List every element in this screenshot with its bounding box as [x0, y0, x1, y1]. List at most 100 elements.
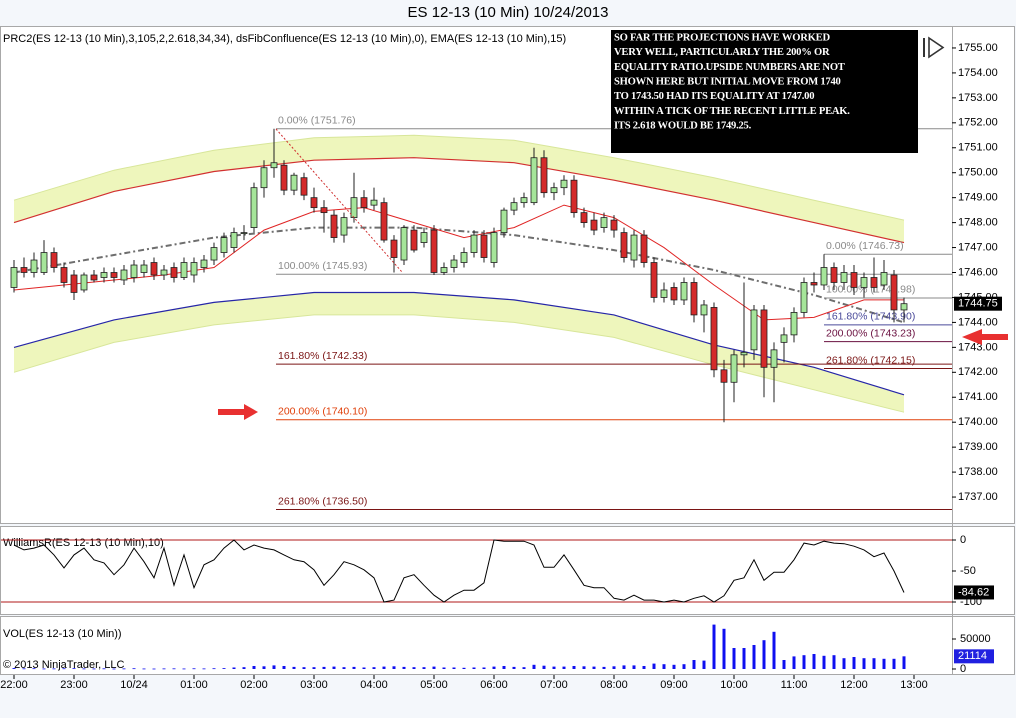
- volume-bar: [482, 667, 486, 669]
- volume-bar: [882, 658, 886, 669]
- candle-body: [400, 227, 408, 261]
- annotation-line: SHOWN HERE BUT INITIAL MOVE FROM 1740: [614, 77, 841, 88]
- x-tick-label: 04:00: [360, 679, 388, 691]
- volume-bar: [182, 668, 186, 670]
- volume-bar: [322, 666, 326, 669]
- candle-body: [740, 351, 748, 356]
- candle-body: [720, 369, 728, 383]
- volume-bar: [372, 667, 376, 669]
- volume-bar: [862, 658, 866, 669]
- candle-body: [250, 187, 258, 228]
- x-tick-label: 11:00: [781, 679, 808, 691]
- candle-body: [700, 304, 708, 316]
- volume-bar: [262, 666, 266, 669]
- volume-bar: [342, 667, 346, 669]
- volume-bar: [82, 668, 86, 670]
- candle-body: [110, 272, 118, 278]
- x-tick-label: 02:00: [240, 679, 268, 691]
- y-tick-label: 1747.00: [958, 241, 998, 253]
- candle-body: [750, 309, 758, 351]
- channel-center: [13, 226, 905, 324]
- candle-body: [890, 274, 898, 311]
- volume-bar: [532, 664, 536, 669]
- volume-bar: [192, 668, 196, 670]
- fib-label: 0.00% (1746.73): [826, 240, 904, 252]
- annotation-line: SO FAR THE PROJECTIONS HAVE WORKED: [614, 32, 830, 43]
- volume-bar: [12, 668, 16, 669]
- volume-bar: [252, 666, 256, 669]
- volume-bar: [62, 668, 66, 670]
- x-tick-label: 23:00: [60, 679, 88, 691]
- y-tick-label: -50: [960, 565, 976, 577]
- candle-body: [640, 234, 648, 263]
- volume-bar: [462, 667, 466, 669]
- candle-body: [590, 219, 598, 231]
- volume-bar: [562, 666, 566, 669]
- x-tick-label: 22:00: [0, 679, 28, 691]
- volume-bar: [542, 665, 546, 669]
- volume-bar: [822, 655, 826, 669]
- volume-bar: [742, 648, 746, 669]
- candle-body: [690, 282, 698, 316]
- candle-body: [550, 187, 558, 194]
- y-tick-label: 1749.00: [958, 192, 998, 204]
- volume-bar: [452, 667, 456, 669]
- candle-body: [220, 237, 228, 253]
- volume-bar: [522, 667, 526, 669]
- candle-body: [840, 272, 848, 283]
- candle-body: [140, 264, 148, 273]
- volume-bar: [52, 668, 56, 670]
- x-tick-label: 07:00: [540, 679, 568, 691]
- volume-bar: [302, 667, 306, 669]
- annotation-line: EQUALITY RATIO.UPSIDE NUMBERS ARE NOT: [614, 62, 845, 73]
- annotation-line: VERY WELL, PARTICULARLY THE 200% OR: [614, 47, 830, 58]
- volume-bar: [102, 668, 106, 670]
- candle-body: [120, 269, 128, 281]
- y-tick-label: 1741.00: [958, 391, 998, 403]
- volume-bar: [232, 667, 236, 669]
- candle-body: [660, 289, 668, 298]
- candle-body: [170, 267, 178, 278]
- fib-label: 161.80% (1743.90): [826, 311, 915, 323]
- y-tick-label: 1755.00: [958, 42, 998, 54]
- candle-body: [540, 157, 548, 194]
- volume-label: VOL(ES 12-13 (10 Min)): [3, 628, 122, 640]
- candle-body: [450, 259, 458, 268]
- candle-body: [760, 309, 768, 368]
- volume-bar: [242, 667, 246, 669]
- volume-bar: [672, 664, 676, 669]
- candle-body: [280, 164, 288, 191]
- volume-bar: [272, 665, 276, 669]
- price-badge-label: 1744.75: [958, 298, 998, 310]
- candle-body: [770, 349, 778, 368]
- candle-body: [870, 277, 878, 288]
- channel-edge: [13, 134, 905, 221]
- volume-bar: [552, 666, 556, 669]
- annotation-line: ITS 2.618 WOULD BE 1749.25.: [614, 121, 752, 132]
- x-tick-label: 08:00: [600, 679, 628, 691]
- x-tick-label: 10/24: [120, 679, 148, 691]
- candle-body: [850, 272, 858, 288]
- volume-bar: [662, 664, 666, 669]
- volume-bar: [382, 666, 386, 669]
- annotation-box: [611, 30, 918, 153]
- volume-bar: [292, 666, 296, 669]
- candle-body: [270, 162, 278, 169]
- y-tick-label: 1746.00: [958, 266, 998, 278]
- y-tick-label: 1737.00: [958, 491, 998, 503]
- volume-badge-label: 21114: [958, 650, 987, 662]
- candle-body: [370, 199, 378, 206]
- candle-body: [680, 282, 688, 301]
- volume-bar: [472, 667, 476, 669]
- candle-body: [440, 267, 448, 273]
- volume-bar: [442, 667, 446, 669]
- y-tick-label: 1754.00: [958, 67, 998, 79]
- candle-body: [520, 197, 528, 204]
- candle-body: [340, 217, 348, 236]
- candle-body: [880, 272, 888, 286]
- candle-body: [360, 197, 368, 209]
- volume-bar: [832, 655, 836, 669]
- candle-body: [80, 274, 88, 291]
- volume-bar: [802, 655, 806, 669]
- volume-bar: [892, 658, 896, 669]
